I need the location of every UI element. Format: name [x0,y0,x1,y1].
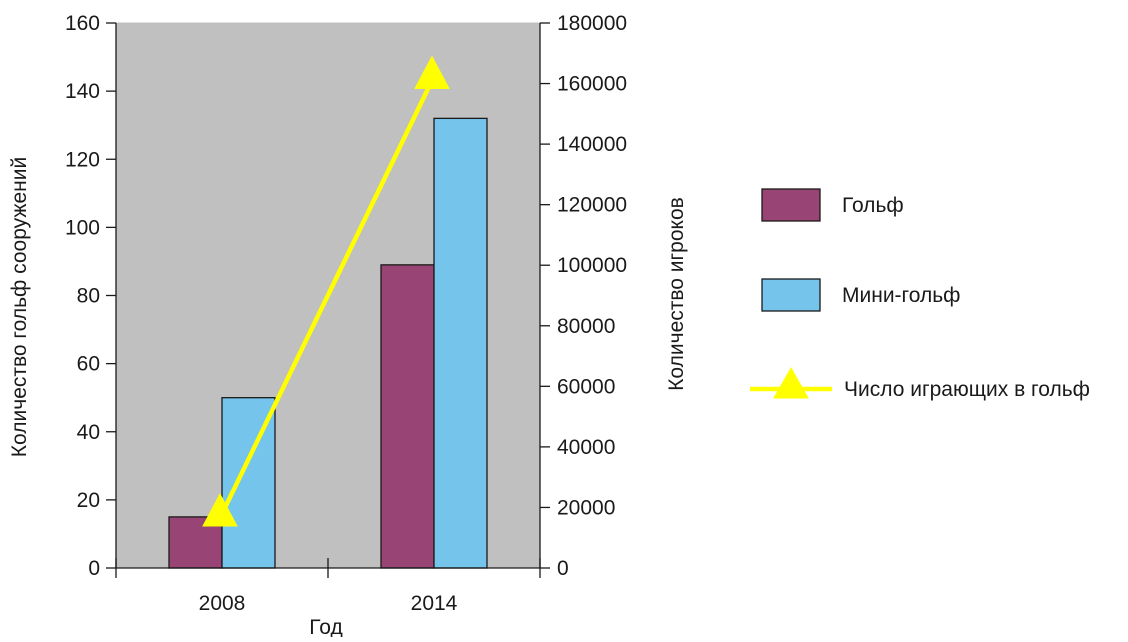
y-tick-label: 60 [77,353,100,376]
players-line [217,79,435,520]
y-axis-title: Количество гольф сооружений [8,157,31,457]
legend: Гольф Мини-гольф Число играющих в гольф [750,188,1090,401]
y2-tick-label: 180000 [557,12,627,35]
y2-tick-label: 140000 [557,133,627,156]
y-tick-label: 100 [65,216,100,239]
legend-label: Число играющих в гольф [844,378,1090,401]
y2-axis-title: Количество игроков [665,197,688,391]
y2-tick-label: 60000 [557,375,615,398]
legend-label: Мини-гольф [842,284,960,307]
players-marker [202,492,238,527]
x-tick-label: 2014 [411,592,458,615]
bar-mini-golf-2014 [433,117,488,569]
y2-tick-label: 160000 [557,73,627,96]
y-tick-label: 80 [77,285,100,308]
y-tick-label: 40 [77,421,100,444]
y2-tick-label: 20000 [557,496,615,519]
players-marker [414,55,450,90]
y-tick-label: 140 [65,80,100,103]
y2-tick-label: 80000 [557,315,615,338]
x-tick-label: 2008 [199,592,246,615]
y2-tick-label: 40000 [557,436,615,459]
y-tick-label: 20 [77,489,100,512]
y-tick-label: 160 [65,12,100,35]
bar-golf-2014 [380,264,435,569]
legend-marker [773,366,809,399]
y2-tick-label: 100000 [557,254,627,277]
legend-label: Гольф [842,194,904,217]
legend-swatch [761,188,821,222]
y2-tick-label: 0 [557,557,569,580]
y-tick-label: 120 [65,148,100,171]
legend-swatch [761,278,821,312]
x-axis-title: Год [309,616,342,637]
y-tick-label: 0 [88,557,100,580]
y2-tick-label: 120000 [557,194,627,217]
